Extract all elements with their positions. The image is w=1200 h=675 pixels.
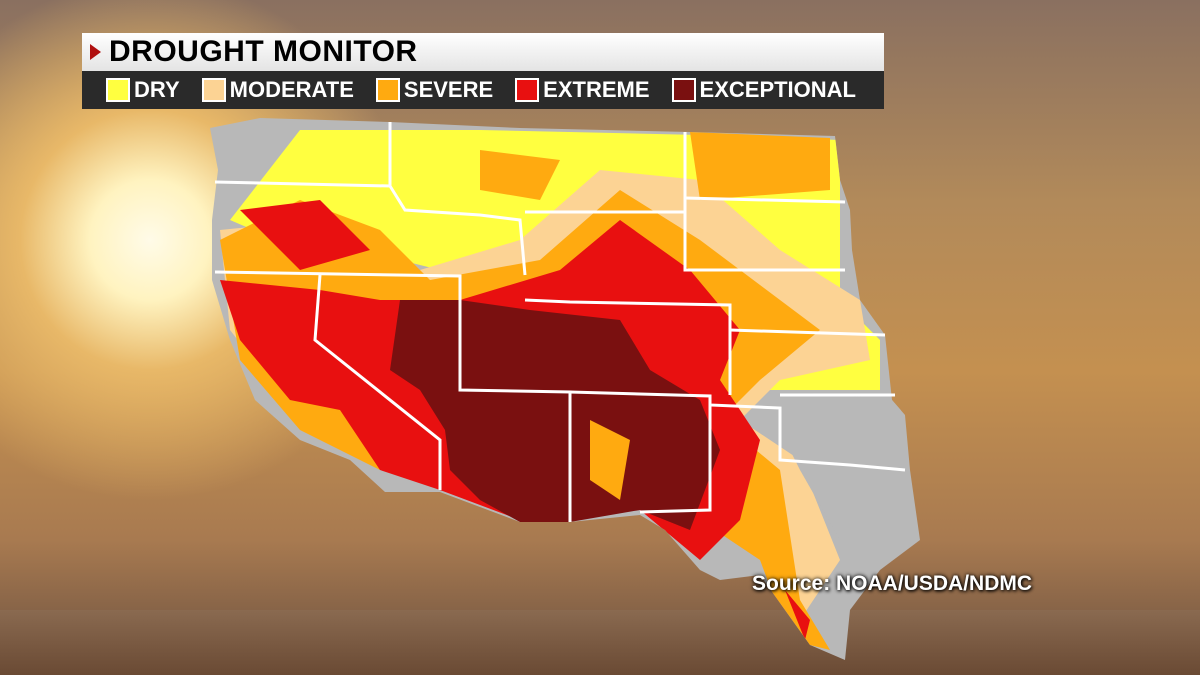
legend-swatch bbox=[671, 78, 696, 102]
source-credit: Source: NOAA/USDA/NDMC bbox=[752, 572, 1033, 595]
drought-monitor-header: DROUGHT MONITOR DRY MODERATE SEVERE EXTR… bbox=[82, 33, 884, 109]
title-bar: DROUGHT MONITOR bbox=[82, 33, 884, 71]
map-title: DROUGHT MONITOR bbox=[109, 35, 418, 68]
legend-swatch bbox=[201, 78, 226, 102]
legend-swatch bbox=[515, 78, 540, 102]
legend-label: SEVERE bbox=[403, 77, 494, 102]
legend-swatch bbox=[106, 78, 130, 102]
legend-item-dry: DRY bbox=[106, 77, 180, 103]
legend-label: EXCEPTIONAL bbox=[699, 77, 856, 102]
severe-region bbox=[590, 420, 630, 500]
legend-item-extreme: EXTREME bbox=[515, 77, 650, 103]
play-triangle-icon bbox=[90, 44, 101, 60]
legend-label: MODERATE bbox=[229, 77, 354, 102]
exceptional-region bbox=[390, 300, 720, 530]
legend-item-exceptional: EXCEPTIONAL bbox=[671, 77, 856, 103]
ground-background bbox=[0, 610, 1200, 675]
no-drought-area bbox=[770, 390, 910, 560]
legend-label: EXTREME bbox=[543, 77, 650, 102]
legend-swatch bbox=[375, 78, 400, 102]
legend-item-severe: SEVERE bbox=[375, 77, 494, 103]
legend-item-moderate: MODERATE bbox=[201, 77, 354, 103]
legend: DRY MODERATE SEVERE EXTREME EXCEPTIONAL bbox=[82, 71, 884, 109]
legend-label: DRY bbox=[134, 77, 180, 102]
state-borders bbox=[214, 122, 906, 522]
